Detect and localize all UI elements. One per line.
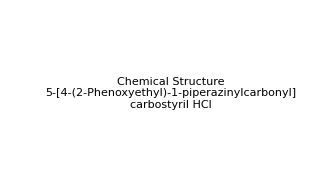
- Text: Chemical Structure
5-[4-(2-Phenoxyethyl)-1-piperazinylcarbonyl]
carbostyril HCl: Chemical Structure 5-[4-(2-Phenoxyethyl)…: [46, 77, 297, 110]
